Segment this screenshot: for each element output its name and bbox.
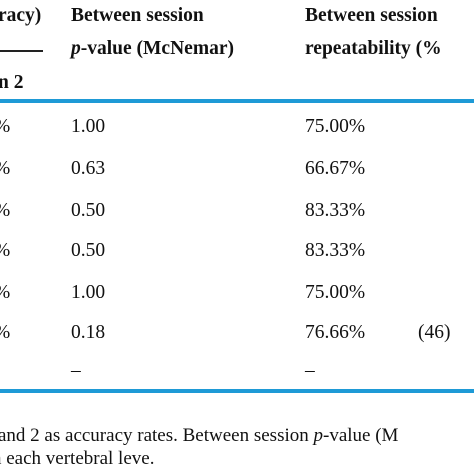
footnote-line2: n each vertebral leve. xyxy=(0,448,155,469)
header-col1-line2: n 2 xyxy=(0,72,24,93)
row-cell-pvalue: 0.18 xyxy=(71,322,106,343)
row-cell-repeatability: 76.66% xyxy=(305,322,366,343)
header-col3-line2: repeatability (% xyxy=(305,38,442,59)
row-cell-pvalue: 0.63 xyxy=(71,158,106,179)
row-cell-repeatability: – xyxy=(305,360,315,381)
row-cell-col1: % xyxy=(0,116,10,138)
row-cell-repeatability: 75.00% xyxy=(305,116,366,137)
row-cell-repeatability: 66.67% xyxy=(305,158,366,179)
row-cell-pvalue: – xyxy=(71,360,81,381)
header-col2-p-italic: p xyxy=(71,38,81,59)
header-col3-line1: Between session xyxy=(305,5,438,26)
header-subrule xyxy=(0,50,43,52)
row-cell-pvalue: 1.00 xyxy=(71,282,106,303)
row-cell-col1: % xyxy=(0,282,10,304)
row-cell-col1: % xyxy=(0,158,10,180)
footnote-line1-b: -value (M xyxy=(323,425,399,446)
header-col2-line1: Between session xyxy=(71,5,204,26)
row-cell-pvalue: 1.00 xyxy=(71,116,106,137)
header-divider-rule xyxy=(0,99,474,103)
row-cell-col1: % xyxy=(0,240,10,262)
footnote-line1: and 2 as accuracy rates. Between session… xyxy=(0,425,398,447)
row-cell-pvalue: 0.50 xyxy=(71,200,106,221)
header-col2-line2: p-value (McNemar) xyxy=(71,38,234,60)
footnote-p-italic: p xyxy=(313,425,324,446)
row-cell-count: (46) xyxy=(418,322,451,343)
header-col2-rest: -value (McNemar) xyxy=(80,38,234,59)
row-cell-repeatability: 83.33% xyxy=(305,240,366,261)
table-bottom-rule xyxy=(0,389,474,393)
header-col1-line1: racy) xyxy=(0,5,42,26)
row-cell-pvalue: 0.50 xyxy=(71,240,106,261)
row-cell-repeatability: 83.33% xyxy=(305,200,366,221)
row-cell-repeatability: 75.00% xyxy=(305,282,366,303)
row-cell-col1: % xyxy=(0,322,10,344)
row-cell-col1: % xyxy=(0,200,10,222)
footnote-line1-a: and 2 as accuracy rates. Between session xyxy=(0,425,314,446)
